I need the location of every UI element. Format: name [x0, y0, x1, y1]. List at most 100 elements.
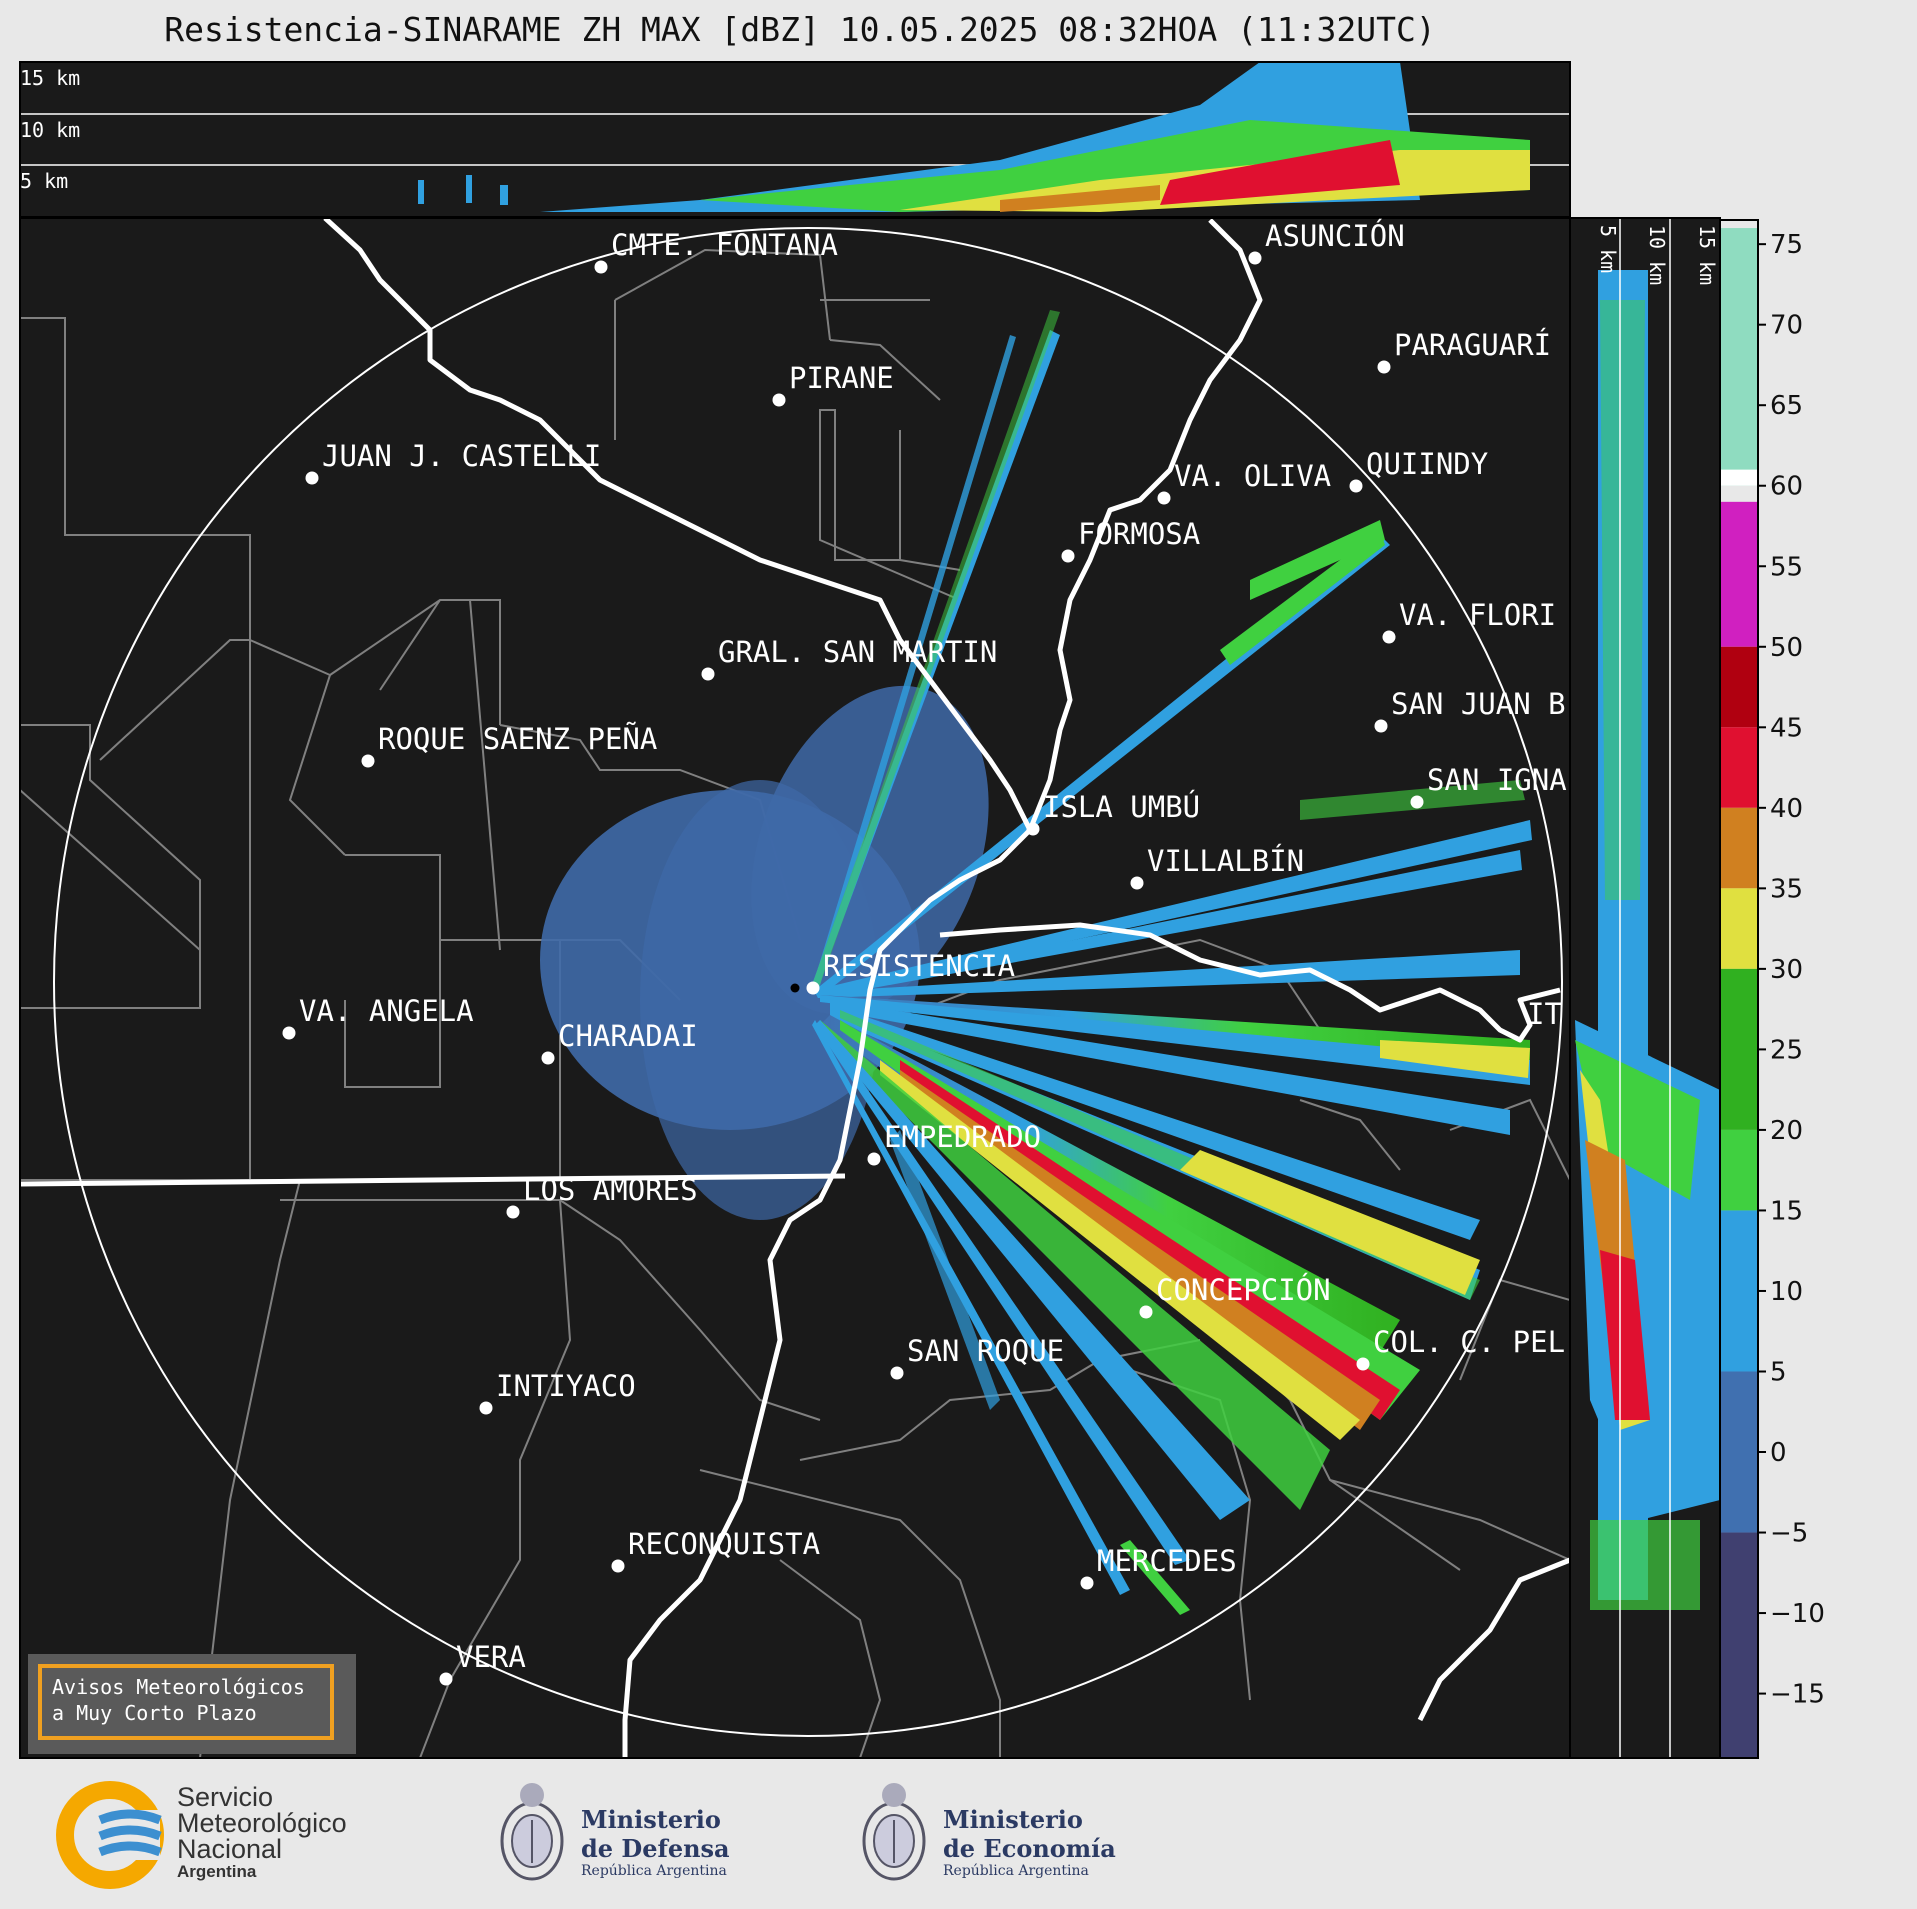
colorbar-tick-label: 5 [1770, 1357, 1787, 1387]
svg-text:JUAN J. CASTELLI: JUAN J. CASTELLI [322, 439, 601, 473]
city-mercedes: MERCEDES [1080, 1544, 1237, 1590]
city-cmte-fontana: CMTE. FONTANA [594, 228, 838, 274]
right-profile-panel: 5 km 10 km 15 km [1569, 217, 1721, 1759]
colorbar-tick-label: 65 [1770, 391, 1803, 421]
colorbar-tick-label: −10 [1770, 1599, 1825, 1629]
defensa-line-1: Ministerio [581, 1805, 721, 1834]
colorbar-tick-label: 30 [1770, 955, 1803, 985]
height-label-10km: 10 km [20, 118, 80, 142]
province-borders [20, 248, 1570, 1758]
colorbar-band [1720, 1210, 1758, 1372]
city-asuncion: ASUNCIÓN [1248, 219, 1405, 265]
svg-text:QUIINDY: QUIINDY [1366, 447, 1488, 481]
right-height-10km: 10 km [1645, 225, 1669, 285]
smn-line-3: Nacional [177, 1834, 283, 1864]
economia-line-3: República Argentina [943, 1863, 1089, 1879]
radar-map: CMTE. FONTANA ASUNCIÓN PIRANE PARAGUARÍ … [19, 217, 1571, 1759]
svg-text:VA. OLIVA: VA. OLIVA [1174, 459, 1331, 493]
economia-line-2: de Economía [943, 1834, 1116, 1863]
city-san-igna: SAN IGNA [1410, 763, 1567, 809]
svg-text:LOS AMORES: LOS AMORES [523, 1173, 698, 1207]
coat-of-arms-icon [862, 1783, 926, 1881]
colorbar-tick-label: 70 [1770, 311, 1803, 341]
radar-echoes [540, 310, 1532, 1615]
city-empedrado: EMPEDRADO [867, 1120, 1041, 1166]
colorbar-band [1720, 469, 1758, 486]
aviso-line-2: a Muy Corto Plazo [52, 1701, 257, 1725]
svg-text:VILLALBÍN: VILLALBÍN [1147, 844, 1304, 878]
aviso-line-1: Avisos Meteorológicos [52, 1675, 305, 1699]
defensa-line-2: de Defensa [581, 1834, 730, 1863]
svg-text:CMTE. FONTANA: CMTE. FONTANA [611, 228, 838, 262]
radar-figure: 15 km 10 km 5 km [19, 61, 1825, 1759]
city-labels: CMTE. FONTANA ASUNCIÓN PIRANE PARAGUARÍ … [282, 219, 1567, 1686]
city-resistencia: RESISTENCIA [790, 949, 1015, 995]
svg-text:IT: IT [1527, 997, 1562, 1031]
city-col-c-pel: COL. C. PEL [1356, 1325, 1565, 1371]
colorbar-band [1720, 228, 1758, 486]
height-label-5km: 5 km [20, 169, 68, 193]
city-it: IT [1527, 997, 1562, 1031]
svg-text:SAN JUAN B: SAN JUAN B [1391, 687, 1566, 721]
svg-text:PARAGUARÍ: PARAGUARÍ [1394, 328, 1551, 362]
city-reconquista: RECONQUISTA [611, 1527, 820, 1573]
colorbar-tick-label: 55 [1770, 552, 1803, 582]
colorbar-band [1720, 888, 1758, 969]
colorbar-tick-label: 45 [1770, 713, 1803, 743]
aviso-badge: Avisos Meteorológicos a Muy Corto Plazo [28, 1654, 356, 1754]
city-formosa: FORMOSA [1061, 517, 1200, 563]
colorbar-band [1720, 807, 1758, 889]
svg-text:ISLA UMBÚ: ISLA UMBÚ [1043, 790, 1200, 824]
svg-text:RECONQUISTA: RECONQUISTA [628, 1527, 820, 1561]
right-height-5km: 5 km [1596, 225, 1620, 273]
colorbar-tick-label: 25 [1770, 1035, 1803, 1065]
city-va-oliva: VA. OLIVA [1157, 459, 1331, 505]
svg-text:VA. FLORI: VA. FLORI [1399, 598, 1556, 632]
city-villalbin: VILLALBÍN [1130, 844, 1304, 890]
city-intiyaco: INTIYACO [479, 1369, 636, 1415]
city-va-flori: VA. FLORI [1382, 598, 1556, 644]
svg-text:ROQUE SAENZ PEÑA: ROQUE SAENZ PEÑA [378, 722, 657, 756]
city-san-juan-b: SAN JUAN B [1374, 687, 1566, 733]
coat-of-arms-icon [500, 1783, 564, 1881]
colorbar-tick-label: 35 [1770, 874, 1803, 904]
colorbar-tick-label: 50 [1770, 633, 1803, 663]
svg-text:EMPEDRADO: EMPEDRADO [884, 1120, 1041, 1154]
svg-text:VA. ANGELA: VA. ANGELA [299, 994, 474, 1028]
colorbar-tick-label: 20 [1770, 1116, 1803, 1146]
colorbar-band [1720, 501, 1758, 647]
city-concepcion: CONCEPCIÓN [1139, 1273, 1331, 1319]
colorbar-tick-label: 15 [1770, 1196, 1803, 1226]
svg-text:PIRANE: PIRANE [789, 361, 894, 395]
colorbar-tick-label: 40 [1770, 794, 1803, 824]
smn-line-4: Argentina [177, 1862, 257, 1881]
colorbar-tick-label: −5 [1770, 1519, 1808, 1549]
city-roque-saenz-pena: ROQUE SAENZ PEÑA [361, 722, 657, 768]
colorbar-tick-label: 10 [1770, 1277, 1803, 1307]
svg-text:GRAL. SAN MARTIN: GRAL. SAN MARTIN [718, 635, 997, 669]
defensa-logo: Ministerio de Defensa República Argentin… [495, 1775, 745, 1895]
colorbar-band [1720, 968, 1758, 1130]
city-pirane: PIRANE [772, 361, 894, 407]
city-vera: VERA [439, 1640, 526, 1686]
svg-text:COL. C. PEL: COL. C. PEL [1373, 1325, 1565, 1359]
range-ring [53, 227, 1563, 1737]
colorbar-tick-label: 0 [1770, 1438, 1787, 1468]
svg-text:VERA: VERA [456, 1640, 526, 1674]
colorbar-band [1720, 1532, 1758, 1758]
svg-text:SAN IGNA: SAN IGNA [1427, 763, 1567, 797]
svg-text:CHARADAI: CHARADAI [558, 1019, 698, 1053]
smn-line-1: Servicio [177, 1782, 274, 1812]
city-isla-umbu: ISLA UMBÚ [1026, 790, 1200, 836]
city-charadai: CHARADAI [541, 1019, 698, 1065]
svg-text:RESISTENCIA: RESISTENCIA [823, 949, 1015, 983]
colorbar-band [1720, 1371, 1758, 1533]
economia-logo: Ministerio de Economía República Argenti… [857, 1775, 1137, 1895]
smn-emblem-icon [56, 1781, 164, 1889]
city-quiindy: QUIINDY [1349, 447, 1488, 493]
svg-text:ASUNCIÓN: ASUNCIÓN [1265, 219, 1405, 253]
defensa-line-3: República Argentina [581, 1863, 727, 1879]
national-borders [20, 218, 1570, 1758]
colorbar-band [1720, 1129, 1758, 1211]
